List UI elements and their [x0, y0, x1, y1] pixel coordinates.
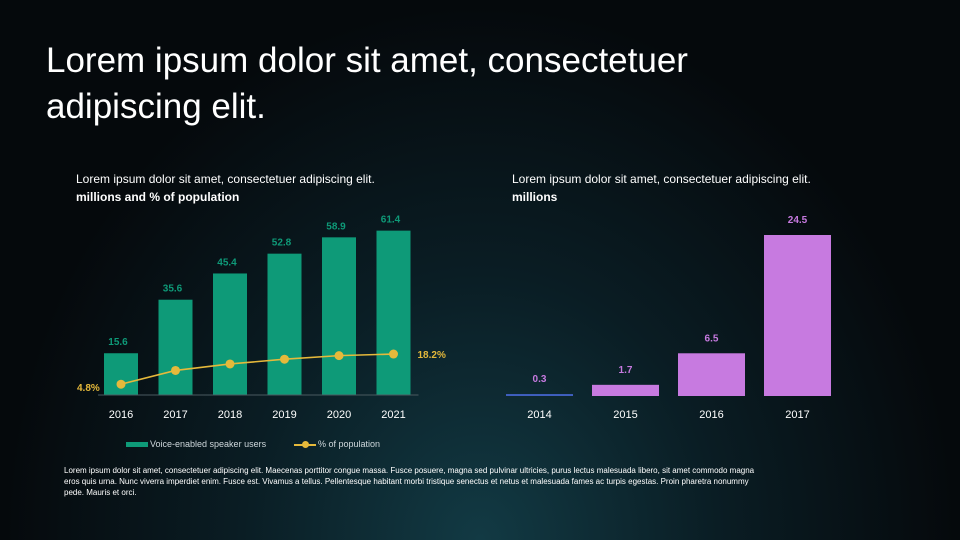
bar-label-2017: 35.6: [163, 284, 183, 295]
bar-label-2016: 6.5: [705, 333, 719, 344]
population-point-2020: [334, 351, 344, 361]
x-tick-2020: 2020: [327, 409, 351, 421]
right-bar-chart: 0.3 2014 1.7 2015 6.5 2016 24.5 2017: [506, 215, 831, 421]
bar-users-2016: [104, 353, 138, 395]
bar-2014: [506, 394, 573, 396]
bar-users-2020: [322, 237, 356, 395]
x-tick-2016: 2016: [699, 409, 723, 421]
population-line: [120, 353, 394, 385]
right-chart-subtitle: millions: [512, 190, 558, 204]
bar-2015: [592, 384, 659, 396]
bar-label-2021: 61.4: [381, 215, 401, 226]
bar-users-2017: [158, 299, 193, 395]
population-point-2016: [116, 379, 126, 389]
x-tick-2018: 2018: [218, 409, 242, 421]
bar-label-2015: 1.7: [619, 365, 633, 376]
population-point-2017: [171, 365, 180, 375]
left-chart-subtitle: millions and % of population: [76, 190, 240, 204]
slide-title: Lorem ipsum dolor sit amet, consectetuer…: [46, 41, 688, 126]
bar-label-2020: 58.9: [326, 221, 346, 232]
right-chart-header: Lorem ipsum dolor sit amet, consectetuer…: [512, 170, 811, 206]
left-chart-header: Lorem ipsum dolor sit amet, consectetuer…: [76, 170, 375, 206]
left-bar-line-chart: 15.6 2016 35.6 2017 45.4 2018 52.8 2019 58.9 2020…: [77, 215, 446, 421]
legend-item-population: % of population: [294, 439, 380, 449]
x-tick-2017: 2017: [163, 409, 187, 421]
legend-label-users: Voice-enabled speaker users: [150, 439, 267, 449]
bar-2016: [678, 353, 745, 396]
x-tick-2016: 2016: [109, 409, 133, 421]
x-tick-2019: 2019: [272, 409, 296, 421]
bar-label-2016: 15.6: [108, 337, 128, 348]
left-chart-title: Lorem ipsum dolor sit amet, consectetuer…: [76, 172, 375, 186]
footnote: Lorem ipsum dolor sit amet, consectetuer…: [64, 466, 755, 497]
population-label-last: 18.2%: [418, 350, 446, 361]
legend-item-users: Voice-enabled speaker users: [126, 439, 266, 449]
bar-label-2019: 52.8: [272, 238, 292, 249]
bar-users-2021: [376, 230, 411, 395]
legend-swatch-bar: [126, 442, 148, 448]
bar-label-2014: 0.3: [533, 374, 547, 385]
bar-2017: [764, 235, 831, 396]
population-point-2019: [280, 354, 289, 364]
bar-label-2017: 24.5: [788, 215, 808, 226]
x-tick-2017: 2017: [785, 409, 809, 421]
legend-swatch-line: [294, 440, 316, 448]
bar-users-2019: [267, 253, 302, 395]
bar-users-2018: [213, 273, 247, 395]
bar-label-2018: 45.4: [217, 257, 237, 268]
right-chart-title: Lorem ipsum dolor sit amet, consectetuer…: [512, 172, 811, 186]
x-tick-2014: 2014: [527, 409, 551, 421]
population-point-2018: [225, 359, 235, 369]
x-tick-2021: 2021: [381, 409, 405, 421]
population-point-2021: [389, 349, 398, 359]
legend-label-population: % of population: [318, 439, 381, 449]
x-tick-2015: 2015: [613, 409, 637, 421]
population-label-first: 4.8%: [77, 383, 100, 394]
